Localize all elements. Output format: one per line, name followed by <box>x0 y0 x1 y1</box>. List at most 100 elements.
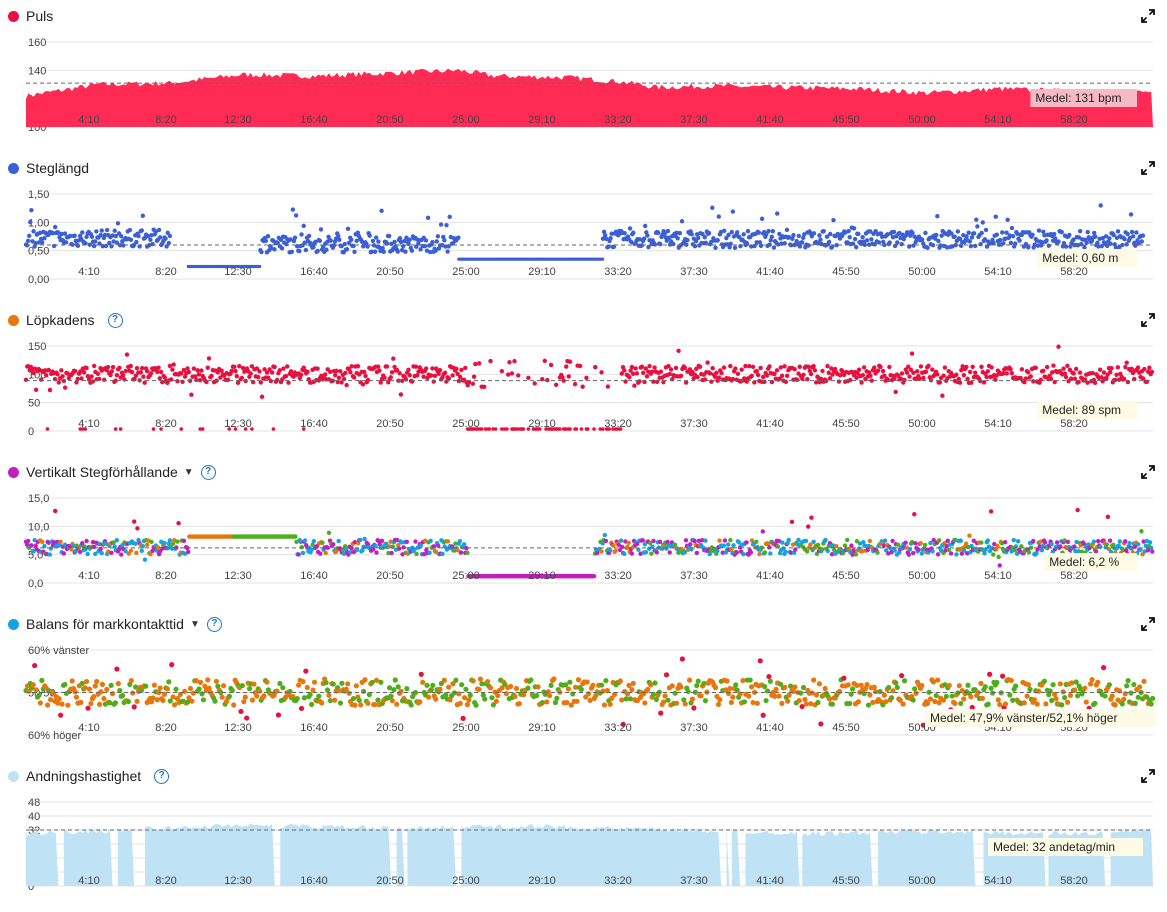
x-tick-label: 8:20 <box>155 570 176 582</box>
data-point <box>379 538 385 543</box>
x-tick-label: 29:10 <box>528 875 556 887</box>
data-point <box>539 699 546 706</box>
data-point <box>970 364 975 370</box>
data-point <box>123 548 128 554</box>
data-point <box>157 235 163 240</box>
data-point <box>894 684 900 691</box>
caret-down-icon[interactable]: ▼ <box>183 466 194 478</box>
data-point <box>707 371 713 376</box>
data-point <box>186 695 192 701</box>
data-point <box>934 232 939 238</box>
data-point <box>161 691 168 697</box>
expand-icon[interactable] <box>1141 313 1155 327</box>
data-point <box>936 238 941 244</box>
data-point <box>875 368 881 373</box>
expand-icon[interactable] <box>1141 9 1155 23</box>
data-point <box>825 363 830 369</box>
x-tick-label: 33:20 <box>604 875 632 887</box>
y-tick-label: 40 <box>28 811 40 823</box>
data-point <box>860 234 865 240</box>
help-icon[interactable]: ? <box>200 464 216 480</box>
data-point <box>340 547 346 553</box>
data-point <box>397 546 402 551</box>
data-point <box>701 680 707 687</box>
data-point <box>651 538 656 544</box>
x-tick-label: 54:10 <box>984 875 1012 887</box>
data-point <box>889 550 894 555</box>
data-point <box>1095 538 1101 544</box>
data-point <box>476 686 482 692</box>
data-point <box>413 364 419 369</box>
data-point <box>1061 240 1067 246</box>
help-icon[interactable]: ? <box>206 616 222 632</box>
expand-icon[interactable] <box>1141 465 1155 479</box>
data-point <box>642 700 648 706</box>
data-point <box>110 233 115 238</box>
data-point <box>184 699 191 705</box>
data-point <box>526 375 531 381</box>
data-point <box>1072 544 1077 549</box>
data-point <box>1073 679 1079 685</box>
data-point <box>176 520 181 526</box>
data-point <box>1050 370 1055 375</box>
data-point <box>185 366 190 371</box>
data-point <box>277 680 283 687</box>
data-point <box>1104 542 1110 547</box>
data-point <box>1024 693 1030 699</box>
data-point <box>94 678 100 685</box>
data-point <box>78 699 84 705</box>
data-point <box>233 427 238 431</box>
data-point <box>264 370 270 375</box>
data-point <box>686 677 693 683</box>
data-point <box>370 238 376 244</box>
data-point <box>1051 231 1057 237</box>
data-point <box>485 679 491 685</box>
data-point <box>682 549 688 555</box>
data-point <box>197 377 203 383</box>
data-point <box>495 693 501 699</box>
data-point <box>269 370 275 375</box>
help-icon[interactable]: ? <box>154 768 170 784</box>
data-point <box>25 238 31 244</box>
data-point <box>750 699 756 706</box>
data-point <box>734 230 740 235</box>
data-point <box>963 541 969 546</box>
data-point <box>378 380 383 385</box>
data-point <box>1122 236 1127 242</box>
data-point <box>637 694 644 701</box>
data-point <box>1150 549 1155 554</box>
expand-icon[interactable] <box>1141 769 1155 783</box>
data-point <box>938 243 943 248</box>
data-point <box>447 697 453 703</box>
data-point <box>186 369 192 375</box>
data-point <box>395 543 401 548</box>
data-point <box>757 658 763 664</box>
data-point <box>958 538 963 543</box>
data-point <box>360 548 365 553</box>
x-tick-label: 54:10 <box>984 266 1012 278</box>
data-point <box>200 697 207 703</box>
data-point <box>930 367 935 372</box>
expand-icon[interactable] <box>1141 617 1155 631</box>
data-point <box>292 235 298 240</box>
data-point <box>830 372 835 377</box>
x-tick-label: 29:10 <box>528 418 556 430</box>
expand-icon[interactable] <box>1141 161 1155 175</box>
data-point <box>25 538 31 544</box>
data-point <box>275 240 280 246</box>
help-icon[interactable]: ? <box>107 312 123 328</box>
data-point <box>979 230 984 236</box>
data-point <box>879 234 885 239</box>
data-point <box>845 682 851 688</box>
data-point <box>698 693 704 699</box>
data-point <box>832 366 838 372</box>
data-point <box>896 373 901 378</box>
data-point <box>603 538 609 544</box>
data-point <box>317 238 323 244</box>
data-point <box>978 241 983 247</box>
data-point <box>786 234 792 240</box>
caret-down-icon[interactable]: ▼ <box>189 618 200 630</box>
data-point <box>205 677 211 683</box>
y-tick-label: 60% höger <box>28 730 82 742</box>
data-point <box>365 700 371 706</box>
